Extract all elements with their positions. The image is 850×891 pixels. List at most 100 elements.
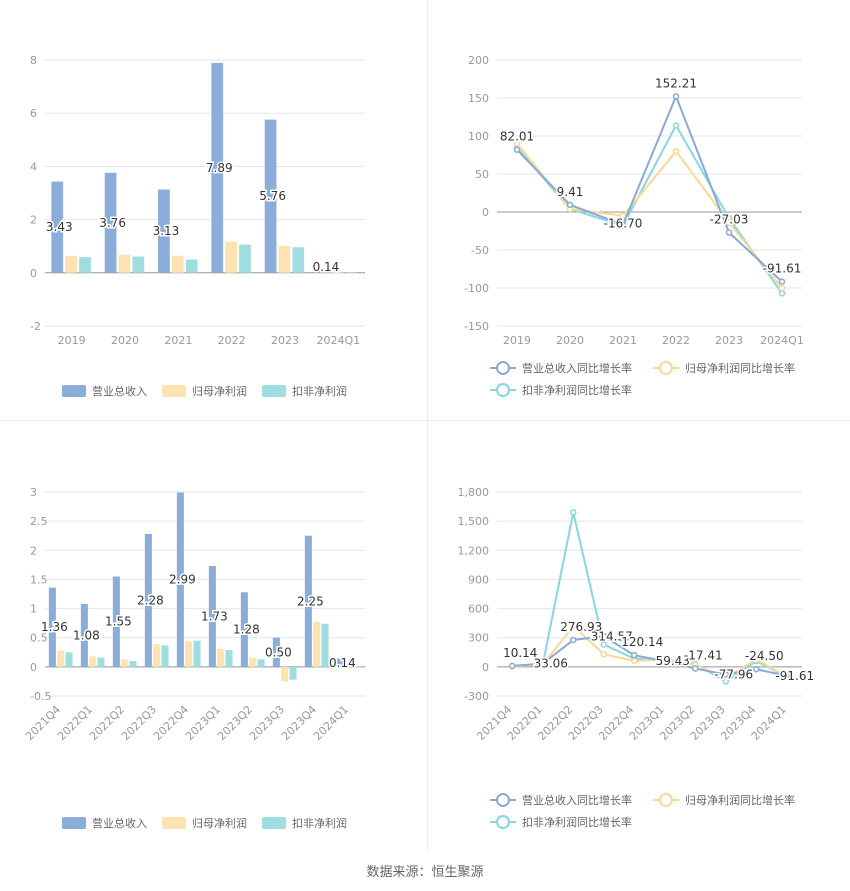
legend-circle-marker	[659, 361, 673, 375]
y-tick-label: 0	[30, 661, 37, 674]
legend-label: 扣非净利润同比增长率	[522, 815, 632, 829]
data-label: 33.06	[534, 657, 568, 671]
series-point	[672, 93, 680, 100]
data-label: 1.36	[41, 620, 68, 634]
series-point	[600, 641, 607, 648]
data-label: 120.14	[621, 635, 663, 649]
bar-deducted-profit	[185, 259, 198, 273]
x-tick-label: 2021	[609, 334, 637, 347]
bar-revenue	[48, 587, 56, 667]
legend-label: 归母净利润同比增长率	[685, 361, 795, 375]
x-tick-label: 2024Q1	[760, 334, 804, 347]
bar-revenue	[304, 535, 312, 667]
data-label: 59.43	[656, 654, 690, 668]
series-point	[600, 650, 607, 658]
legend-label: 营业总收入	[92, 816, 147, 830]
x-tick-label: 2019	[58, 334, 86, 347]
y-tick-label: 300	[468, 632, 489, 645]
series-point	[725, 219, 733, 226]
series-line-0	[512, 635, 787, 677]
series-point	[672, 122, 680, 129]
data-label: 3.43	[46, 220, 73, 234]
bar-net-profit	[249, 657, 257, 667]
bar-deducted-profit	[289, 666, 297, 680]
data-label: -77.96	[714, 667, 753, 681]
bar-net-profit	[278, 245, 291, 273]
legend-circle-marker	[496, 815, 510, 829]
bar-deducted-profit	[321, 623, 329, 667]
data-label: 314.57	[591, 629, 633, 643]
bar-revenue	[80, 603, 88, 667]
data-source: 数据来源：恒生聚源	[366, 865, 484, 880]
data-label: 2.28	[137, 593, 164, 607]
legend-swatch	[62, 385, 86, 397]
bar-revenue	[104, 172, 117, 273]
bar-deducted-profit	[345, 272, 358, 274]
bar-net-profit	[281, 666, 289, 682]
bar-revenue	[264, 119, 277, 273]
legend-label: 扣非净利润同比增长率	[522, 383, 632, 397]
panel-annual-growth: -150 -100 -50 0 50 100 150 200 2019 2020 2021 2022 2…	[425, 0, 850, 420]
legend-label: 营业总收入同比增长率	[522, 361, 632, 375]
legend-circle-marker	[496, 793, 510, 807]
y-tick-label: 8	[30, 54, 37, 67]
series-point	[783, 672, 790, 680]
bar-deducted-profit	[129, 661, 137, 667]
bar-deducted-profit	[97, 657, 105, 667]
panel-quarterly-value: -0.5 0 0.5 1 1.5 2 2.5 3 2021Q4 2022Q1 2022Q2 2022Q…	[0, 425, 425, 850]
legend-swatch	[262, 817, 286, 829]
y-tick-label: 2	[30, 544, 37, 557]
bar-deducted-profit	[79, 257, 91, 273]
x-tick-label: 2023	[271, 334, 299, 347]
data-label: -17.41	[684, 649, 723, 663]
chart-annual-growth: -150 -100 -50 0 50 100 150 200 2019 2020 2021 2022 2…	[464, 54, 804, 397]
bar-revenue	[176, 492, 184, 667]
data-label: 82.01	[500, 130, 534, 144]
bar-deducted-profit	[132, 256, 145, 273]
data-label: 7.89	[206, 161, 233, 175]
data-label: 3.76	[99, 216, 126, 230]
series-point	[600, 633, 607, 640]
y-tick-label: 4	[30, 160, 37, 173]
x-tick-label: 2020	[556, 334, 584, 347]
x-tick-label: 2024Q1	[311, 703, 351, 743]
bar-revenue	[208, 566, 216, 667]
horizontal-divider	[0, 420, 850, 421]
bar-deducted-profit	[353, 666, 361, 668]
bar-net-profit	[89, 656, 97, 667]
legend-swatch	[62, 817, 86, 829]
series-point	[778, 284, 786, 292]
y-tick-label: -50	[471, 244, 489, 257]
bar-deducted-profit	[257, 659, 265, 667]
bar-deducted-profit	[161, 645, 169, 667]
series-line-0	[516, 93, 783, 283]
data-label: -91.61	[775, 669, 814, 683]
y-tick-label: -0.5	[30, 690, 51, 703]
series-point	[570, 509, 577, 516]
bar-deducted-profit	[239, 244, 251, 273]
bar-revenue	[336, 658, 344, 667]
y-tick-label: 6	[30, 107, 37, 120]
y-tick-label: 3	[30, 486, 37, 499]
series-point	[619, 212, 627, 220]
data-label: 1.28	[233, 623, 260, 637]
x-tick-label: 2019	[503, 334, 531, 347]
series-line-2	[516, 123, 783, 294]
data-label: -91.61	[763, 262, 802, 276]
series-point	[725, 229, 733, 236]
bar-net-profit	[153, 644, 161, 667]
series-point	[539, 660, 546, 667]
legend-label: 归母净利润	[192, 816, 247, 830]
y-tick-label: 0	[482, 206, 489, 219]
data-label: 9.41	[557, 185, 584, 199]
y-tick-label: 1	[30, 603, 37, 616]
data-label: -24.50	[745, 649, 784, 663]
y-tick-label: 200	[468, 54, 489, 67]
y-tick-label: 2.5	[30, 515, 48, 528]
data-label: 0.14	[313, 260, 340, 274]
panel-annual-value: -2 0 2 4 6 8 2019 2020 2021 2022 2023 2024Q1 3.43 3.7…	[0, 0, 425, 420]
legend-label: 归母净利润	[192, 384, 247, 398]
bar-deducted-profit	[292, 247, 305, 273]
data-label: 10.14	[503, 646, 537, 660]
series-point	[509, 662, 516, 670]
